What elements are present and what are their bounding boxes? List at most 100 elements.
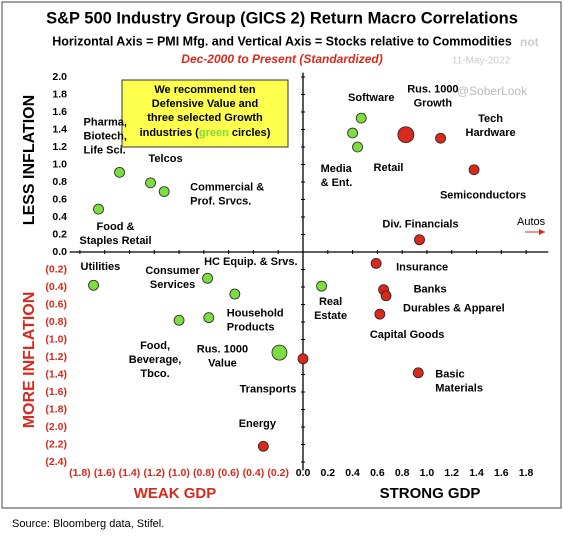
point-label: Real bbox=[319, 296, 342, 308]
annotation: industries (green circles) bbox=[140, 127, 271, 139]
annotation: three selected Growth bbox=[147, 112, 263, 124]
point bbox=[414, 234, 425, 246]
point-label: Insurance bbox=[396, 261, 448, 273]
y-tick-label: 0.0 bbox=[52, 246, 67, 258]
point-label: Tech bbox=[478, 113, 503, 125]
point-label: Utilities bbox=[81, 261, 121, 273]
point bbox=[297, 353, 309, 365]
point-label: Div. Financials bbox=[382, 219, 458, 231]
point-label: Products bbox=[227, 322, 275, 334]
point-label: Growth bbox=[414, 98, 453, 110]
date: 11-May-2022 bbox=[452, 56, 511, 67]
point-label: Software bbox=[348, 92, 394, 104]
x-tick-label: 0.6 bbox=[370, 467, 385, 479]
x-tick-label: 1.4 bbox=[469, 467, 484, 479]
offchart-arrow-head bbox=[539, 229, 545, 235]
y-tick-label: 1.0 bbox=[52, 158, 67, 170]
point-label: Food, bbox=[140, 340, 170, 352]
point bbox=[468, 164, 480, 176]
y-axis-label: MORE INFLATION bbox=[21, 292, 38, 429]
point bbox=[202, 272, 213, 284]
x-tick-label: (1.8) bbox=[69, 467, 91, 479]
point-label: Telcos bbox=[149, 153, 183, 165]
x-tick-label: 0.0 bbox=[296, 467, 311, 479]
point bbox=[374, 308, 386, 320]
y-axis-label: LESS INFLATION bbox=[21, 95, 38, 225]
point-label: Biotech, bbox=[84, 130, 127, 142]
point-label: Media bbox=[321, 163, 353, 175]
point bbox=[271, 344, 288, 361]
y-tick-label: 1.4 bbox=[52, 123, 67, 135]
point bbox=[435, 132, 446, 144]
point bbox=[397, 126, 415, 144]
x-tick-label: 0.8 bbox=[395, 467, 410, 479]
period: Dec-2000 to Present (Standardized) bbox=[181, 52, 382, 66]
y-tick-label: 2.0 bbox=[52, 71, 67, 83]
point-label: Energy bbox=[239, 418, 277, 430]
point-label: HC Equip. & Srvs. bbox=[204, 256, 298, 268]
x-tick-label: 1.2 bbox=[444, 467, 459, 479]
point bbox=[229, 288, 241, 300]
y-tick-label: 1.6 bbox=[52, 106, 67, 118]
offchart-label: Autos bbox=[517, 216, 546, 228]
point-label: Materials bbox=[435, 383, 483, 395]
x-tick-label: (1.2) bbox=[143, 467, 165, 479]
point bbox=[355, 112, 367, 124]
x-tick-label: 1.0 bbox=[420, 467, 435, 479]
y-tick-label: (2.2) bbox=[45, 438, 67, 450]
y-tick-label: (0.4) bbox=[45, 281, 67, 293]
point-label: Rus. 1000 bbox=[407, 84, 458, 96]
x-tick-label: (1.4) bbox=[119, 467, 141, 479]
x-tick-label: 1.8 bbox=[519, 467, 534, 479]
y-tick-label: (0.8) bbox=[45, 316, 67, 328]
point-label: Estate bbox=[314, 310, 347, 322]
point bbox=[114, 166, 125, 178]
y-tick-label: 1.8 bbox=[52, 88, 67, 100]
x-tick-label: (1.0) bbox=[168, 467, 190, 479]
y-tick-label: 1.2 bbox=[52, 141, 67, 153]
annotation-box bbox=[121, 79, 289, 148]
watermark: @SoberLook bbox=[457, 84, 528, 98]
point-label: Pharma, bbox=[84, 116, 127, 128]
point-label: & Ent. bbox=[321, 177, 353, 189]
point bbox=[412, 367, 424, 379]
chart-subtitle: Horizontal Axis = PMI Mfg. and Vertical … bbox=[52, 34, 512, 48]
x-tick-label: (0.8) bbox=[193, 467, 215, 479]
point bbox=[316, 280, 327, 292]
point-label: Beverage, bbox=[129, 354, 182, 366]
y-tick-label: (1.0) bbox=[45, 333, 67, 345]
x-tick-label: (0.4) bbox=[243, 467, 265, 479]
chart-title: S&P 500 Industry Group (GICS 2) Return M… bbox=[46, 9, 518, 27]
point-label: Life Sci. bbox=[84, 144, 126, 156]
point-label: Consumer bbox=[145, 265, 200, 277]
point-label: Tbco. bbox=[140, 368, 169, 380]
annotation: Defensive Value and bbox=[152, 98, 258, 110]
x-tick-label: 0.4 bbox=[345, 467, 360, 479]
y-tick-label: 0.8 bbox=[52, 176, 67, 188]
annotation: We recommend ten bbox=[154, 84, 256, 96]
x-tick-label: 1.6 bbox=[494, 467, 509, 479]
point-label: Capital Goods bbox=[370, 329, 445, 341]
y-tick-label: (0.2) bbox=[45, 263, 67, 275]
point bbox=[93, 203, 104, 215]
y-tick-label: (1.6) bbox=[45, 386, 67, 398]
y-tick-label: 0.6 bbox=[52, 193, 67, 205]
x-axis-label: WEAK GDP bbox=[134, 485, 217, 502]
point bbox=[347, 127, 358, 139]
y-tick-label: 0.2 bbox=[52, 228, 67, 240]
y-tick-label: (1.4) bbox=[45, 368, 67, 380]
y-tick-label: (2.4) bbox=[45, 456, 67, 468]
point bbox=[158, 186, 170, 198]
point-label: Basic bbox=[435, 369, 464, 381]
point bbox=[145, 177, 156, 189]
point-label: Semiconductors bbox=[440, 190, 526, 202]
x-tick-label: (1.6) bbox=[94, 467, 116, 479]
source: Source: Bloomberg data, Stifel. bbox=[12, 518, 164, 530]
point bbox=[257, 440, 269, 452]
y-tick-label: (2.0) bbox=[45, 421, 67, 433]
point-label: Staples Retail bbox=[79, 235, 151, 247]
point-label: Value bbox=[208, 358, 237, 370]
point-label: Food & bbox=[97, 221, 135, 233]
x-axis-label: STRONG GDP bbox=[380, 485, 481, 502]
